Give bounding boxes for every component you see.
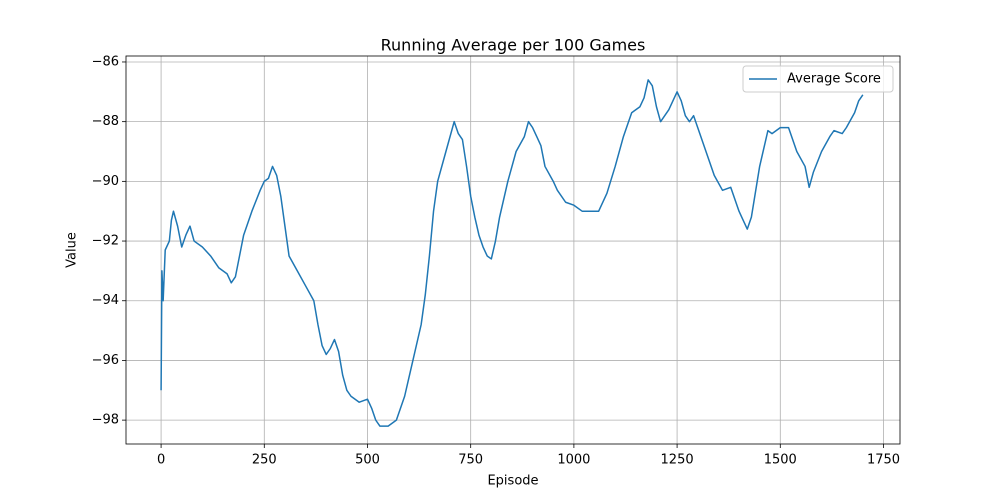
x-tick-label: 0: [157, 453, 165, 468]
legend-box: [742, 65, 894, 93]
y-tick-label: −88: [92, 114, 119, 129]
x-axis-label: Episode: [487, 474, 538, 489]
x-tick-label: 1000: [557, 453, 590, 468]
y-axis-label: Value: [65, 232, 80, 268]
y-tick-label: −92: [92, 234, 119, 249]
plot-frame: [125, 55, 901, 445]
y-tick-label: −96: [92, 353, 119, 368]
x-tick-label: 750: [458, 453, 483, 468]
data-line: [160, 79, 864, 427]
x-tick-label: 500: [355, 453, 380, 468]
y-tick-label: −94: [92, 293, 119, 308]
y-tick-label: −90: [92, 174, 119, 189]
y-tick-label: −86: [92, 54, 119, 69]
x-tick-label: 250: [252, 453, 277, 468]
x-tick-label: 1250: [661, 453, 694, 468]
x-tick-label: 1500: [764, 453, 797, 468]
chart-title: Running Average per 100 Games: [381, 36, 646, 55]
x-tick-label: 1750: [867, 453, 900, 468]
y-tick-label: −98: [92, 413, 119, 428]
legend-label: Average Score: [787, 72, 881, 87]
